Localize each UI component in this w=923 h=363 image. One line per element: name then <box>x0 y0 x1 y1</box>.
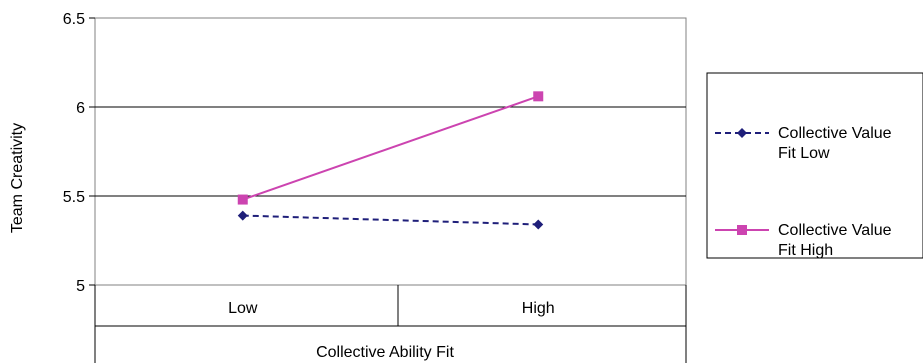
gridlines <box>89 17 686 286</box>
y-axis-title: Team Creativity <box>9 123 26 233</box>
series-line <box>242 214 539 226</box>
legend-label-line1: Collective Value <box>778 125 892 142</box>
x-tick-label: Low <box>228 300 258 317</box>
series-layer <box>237 91 544 230</box>
plot-area <box>94 17 687 286</box>
data-point-marker <box>237 194 248 205</box>
y-tick-label: 5.5 <box>63 189 85 206</box>
data-point-marker <box>533 91 544 102</box>
legend-label-line2: Fit High <box>778 242 833 259</box>
legend-label-line1: Collective Value <box>778 222 892 239</box>
legend-label-line2: Fit Low <box>778 145 830 162</box>
category-table <box>94 285 687 363</box>
y-tick-labels: 5 5.5 6 6.5 <box>63 11 85 295</box>
legend: Collective Value Fit Low Collective Value F… <box>706 72 923 259</box>
data-point-marker <box>533 219 544 230</box>
y-tick-label: 5 <box>76 278 85 295</box>
series-1 <box>237 210 544 230</box>
x-tick-labels: Low High <box>228 300 555 317</box>
data-point-marker <box>237 210 248 221</box>
legend-item-1: Collective Value Fit Low <box>715 125 892 162</box>
legend-marker <box>737 225 747 235</box>
plot-border <box>94 17 687 286</box>
legend-item-2: Collective Value Fit High <box>715 222 892 259</box>
y-tick-label: 6.5 <box>63 11 85 28</box>
x-axis-title: Collective Ability Fit <box>316 344 454 361</box>
x-tick-label: High <box>522 300 555 317</box>
series-line <box>242 95 539 201</box>
y-tick-label: 6 <box>76 100 85 117</box>
series-2 <box>237 91 544 205</box>
legend-marker <box>737 128 747 138</box>
